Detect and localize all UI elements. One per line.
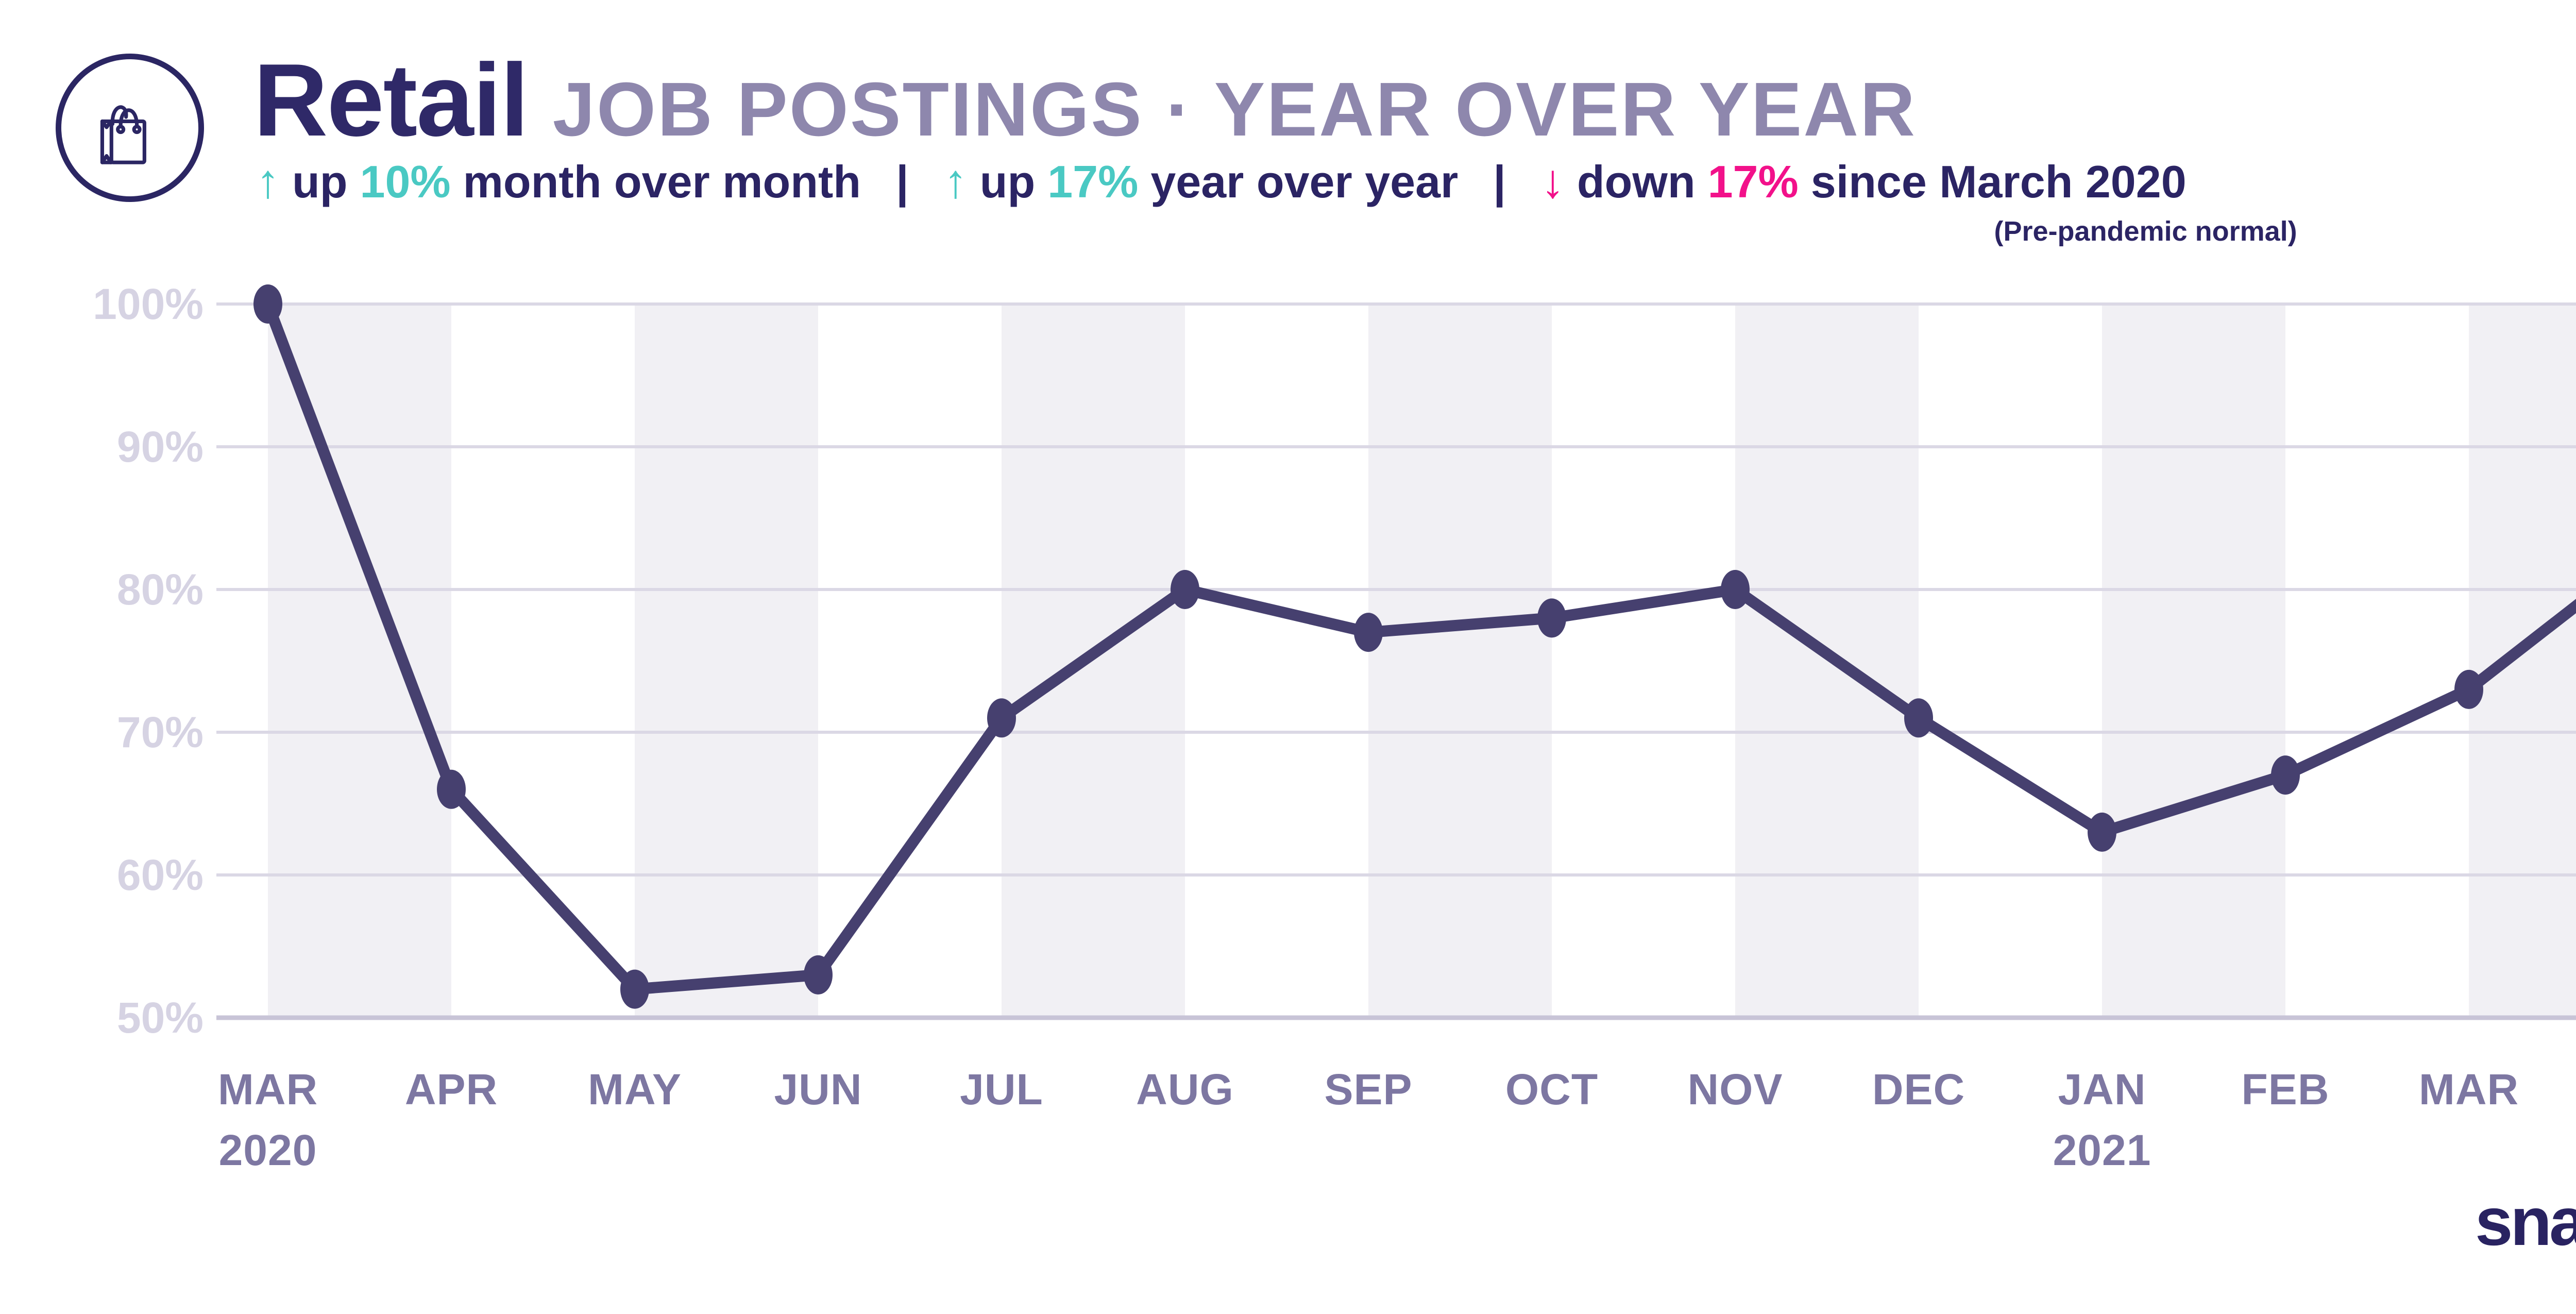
up-arrow-icon: ↑: [943, 155, 968, 208]
snagajob-logo: snagajob®: [2475, 1183, 2576, 1260]
retail-category-icon: [56, 54, 204, 202]
stat-value: 10%: [360, 156, 451, 207]
data-point: [2271, 755, 2300, 795]
background-stripe: [1368, 304, 1552, 1018]
month-label: MAR: [217, 1065, 318, 1114]
background-stripe: [2102, 304, 2285, 1018]
stat-tail: month over month: [463, 156, 861, 207]
stats-row: ↑ up 10% month over month | ↑ up 17% yea…: [256, 155, 2297, 247]
pre-pandemic-note: (Pre-pandemic normal): [1994, 216, 2297, 247]
month-label: APR: [404, 1065, 498, 1114]
data-point: [620, 969, 649, 1009]
background-stripe: [268, 304, 451, 1018]
data-point: [1171, 570, 1199, 609]
month-label: APR: [2549, 1068, 2576, 1111]
down-arrow-icon: ↓: [1540, 155, 1565, 208]
data-point: [804, 955, 833, 995]
stat-tail: year over year: [1150, 156, 1459, 207]
data-point: [1537, 598, 1566, 638]
data-point: [2454, 669, 2483, 709]
data-point: [1721, 570, 1750, 609]
y-tick-label: 70%: [116, 708, 204, 756]
month-label: AUG: [1136, 1065, 1234, 1114]
data-point: [1904, 698, 1933, 738]
data-point: [253, 284, 282, 324]
header: Retail JOB POSTINGS · YEAR OVER YEAR: [253, 41, 1917, 160]
stat-month-over-month: ↑ up 10% month over month: [256, 155, 861, 209]
month-label: OCT: [1505, 1065, 1599, 1114]
stat-value: 17%: [1047, 156, 1139, 207]
month-label: JUN: [774, 1065, 862, 1114]
stat-year-over-year: ↑ up 17% year over year: [944, 155, 1459, 209]
background-stripe: [1735, 304, 1919, 1018]
y-tick-label: 80%: [116, 565, 204, 614]
month-label: DEC: [1872, 1065, 1965, 1114]
background-stripe: [1002, 304, 1185, 1018]
stat-lead: up: [979, 156, 1036, 207]
shopping-bag-icon: [100, 105, 146, 164]
stat-divider: |: [1493, 156, 1506, 207]
year-label: 2020: [218, 1126, 317, 1174]
stat-value: 17%: [1707, 156, 1799, 207]
y-tick-label: 60%: [116, 851, 204, 899]
stat-lead: up: [292, 156, 348, 207]
month-label: JUL: [960, 1065, 1043, 1114]
data-point: [987, 698, 1016, 738]
y-tick-label: 90%: [116, 423, 204, 471]
month-label: MAY: [588, 1065, 682, 1114]
page-title: Retail: [253, 43, 529, 158]
y-tick-label: 50%: [116, 993, 204, 1042]
background-stripe: [635, 304, 818, 1018]
month-label: SEP: [1324, 1065, 1413, 1114]
up-arrow-icon: ↑: [256, 155, 280, 208]
data-point: [2088, 812, 2116, 852]
data-point: [1354, 613, 1383, 652]
month-label: JAN: [2058, 1065, 2146, 1114]
page-subtitle: JOB POSTINGS · YEAR OVER YEAR: [552, 67, 1917, 152]
month-label: MAR: [2418, 1065, 2519, 1114]
background-stripe: [2469, 304, 2576, 1018]
year-label: 2021: [2053, 1126, 2151, 1174]
y-tick-label: 100%: [93, 280, 204, 328]
logo-text: snagajob: [2475, 1184, 2576, 1259]
stat-since-march-2020: ↓ down 17% since March 2020 (Pre-pandemi…: [1540, 155, 2297, 247]
data-point: [437, 769, 466, 809]
month-label: FEB: [2241, 1065, 2330, 1114]
month-label: NOV: [1687, 1065, 1783, 1114]
trend-line: [262, 298, 2576, 995]
stat-divider: |: [896, 156, 909, 207]
stat-tail: since March 2020: [1810, 156, 2187, 207]
stat-lead: down: [1577, 156, 1696, 207]
